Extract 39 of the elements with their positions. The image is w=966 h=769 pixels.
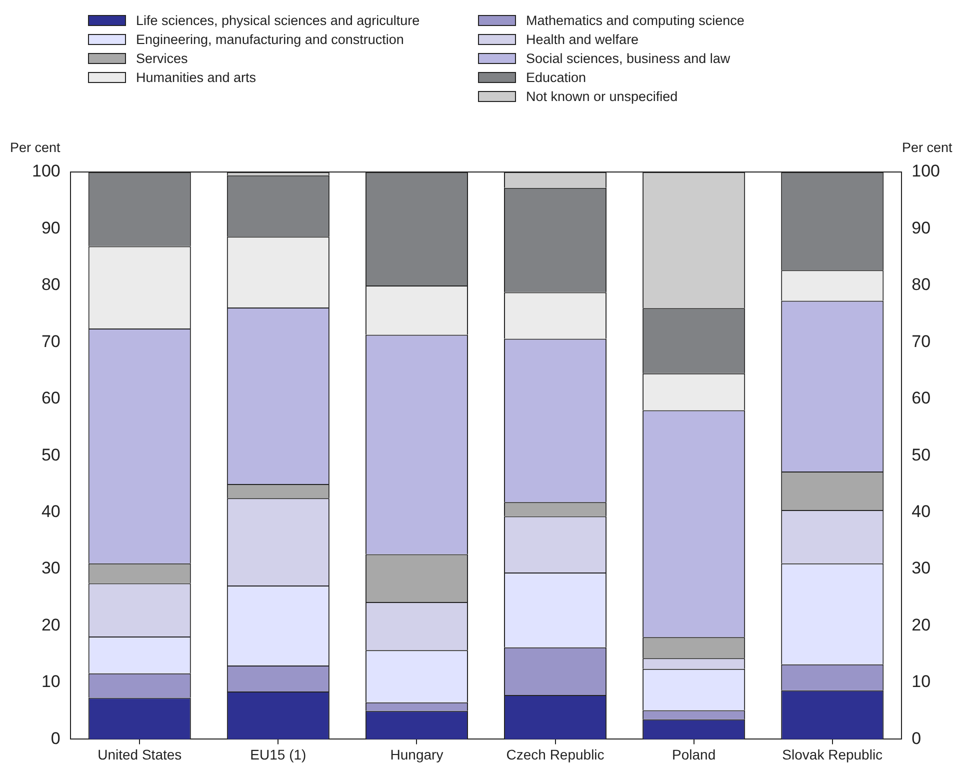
y2-tick-label: 50 (912, 445, 931, 464)
y-tick-label: 30 (41, 558, 60, 578)
x-tick-label: EU15 (1) (250, 746, 306, 762)
x-tick-label: Czech Republic (506, 746, 604, 762)
y-tick-label: 0 (50, 728, 60, 748)
y2-tick-label: 100 (912, 162, 940, 181)
y-tick-label: 80 (41, 275, 60, 294)
y2-axis-title: Per cent (902, 140, 952, 155)
y2-tick-label: 80 (912, 275, 931, 294)
x-tick-label: United States (98, 746, 182, 762)
legend-label: Engineering, manufacturing and construction (136, 32, 404, 47)
y-axis-title: Per cent (10, 140, 60, 155)
y2-tick-label: 70 (912, 332, 931, 351)
x-tick-label: Slovak Republic (782, 746, 883, 762)
legend-label: Education (526, 70, 586, 85)
legend-label: Health and welfare (526, 32, 639, 47)
y-tick-label: 40 (41, 502, 60, 522)
y2-tick-label: 0 (912, 728, 922, 748)
y2-tick-label: 10 (912, 672, 931, 692)
y-tick-label: 20 (41, 615, 60, 634)
legend-label: Social sciences, business and law (526, 51, 730, 66)
y2-tick-label: 20 (912, 615, 931, 634)
y-tick-label: 90 (41, 218, 60, 238)
x-tick-label: Poland (672, 746, 716, 762)
legend-label: Not known or unspecified (526, 89, 678, 104)
legend-label: Life sciences, physical sciences and agriculture (136, 13, 420, 28)
y-tick-label: 70 (41, 332, 60, 351)
y-tick-label: 100 (32, 162, 60, 181)
y2-tick-label: 40 (912, 502, 931, 522)
y-tick-label: 10 (41, 672, 60, 692)
y-tick-label: 60 (41, 388, 60, 408)
legend-label: Services (136, 51, 188, 66)
x-tick-label: Hungary (390, 746, 444, 762)
legend-label: Mathematics and computing science (526, 13, 744, 28)
y2-tick-label: 90 (912, 218, 931, 238)
legend-label: Humanities and arts (136, 70, 256, 85)
y-tick-label: 50 (41, 445, 60, 464)
y2-tick-label: 60 (912, 388, 931, 408)
y2-tick-label: 30 (912, 558, 931, 578)
